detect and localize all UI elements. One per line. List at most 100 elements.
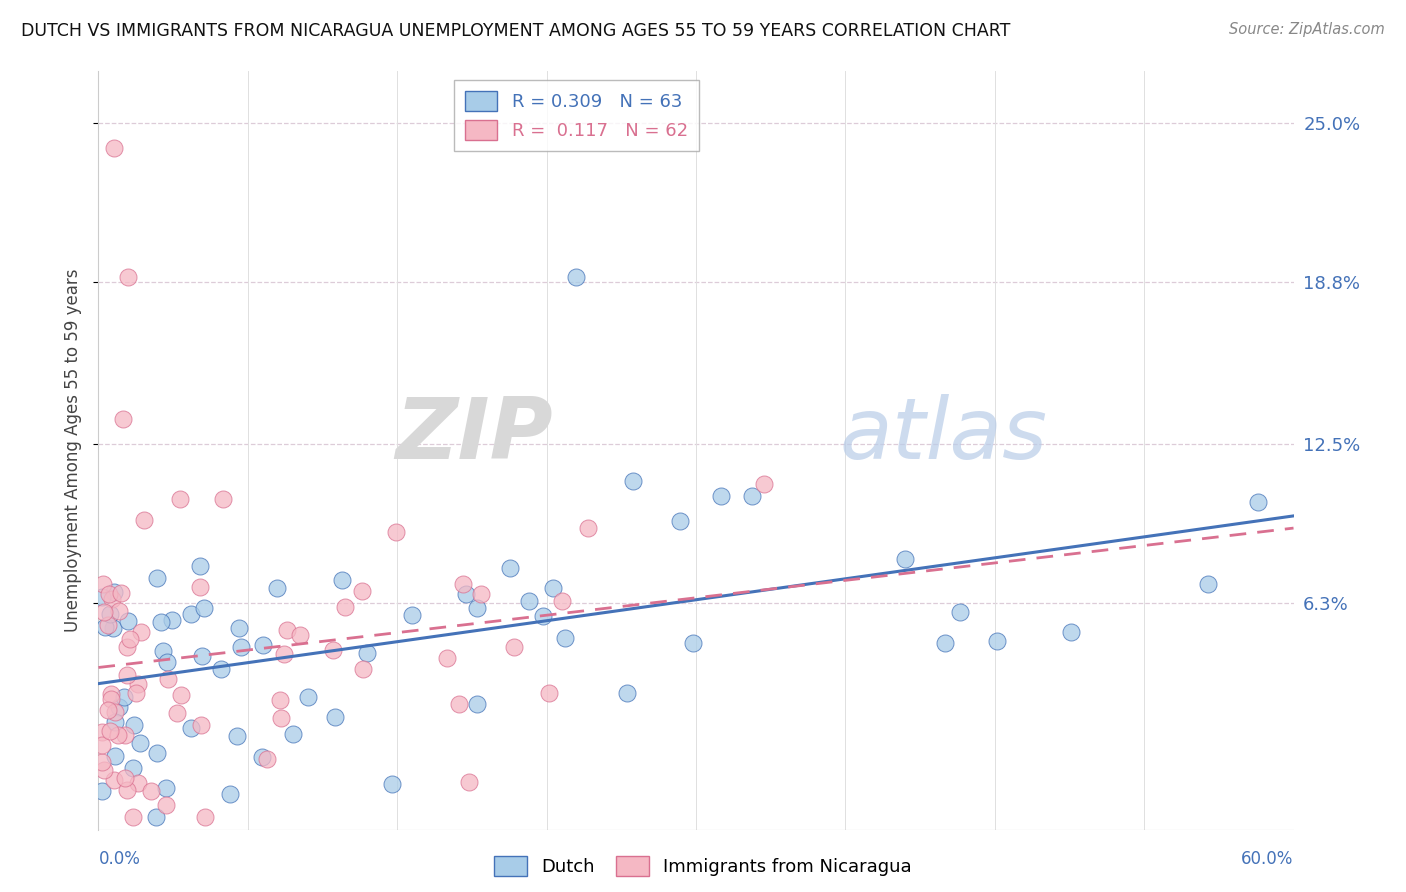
Point <box>117 614 139 628</box>
Point <box>94 620 117 634</box>
Point <box>145 747 167 761</box>
Point <box>180 607 202 621</box>
Point <box>108 604 131 618</box>
Point <box>467 600 489 615</box>
Point <box>288 628 311 642</box>
Point <box>541 581 564 595</box>
Point <box>91 724 114 739</box>
Point <box>97 702 120 716</box>
Point <box>170 688 193 702</box>
Point <box>934 636 956 650</box>
Point <box>467 697 489 711</box>
Point <box>128 736 150 750</box>
Legend: Dutch, Immigrants from Nicaragua: Dutch, Immigrants from Nicaragua <box>486 848 920 883</box>
Point <box>228 621 250 635</box>
Point <box>98 607 121 622</box>
Point <box>98 586 121 600</box>
Point <box>517 594 540 608</box>
Point <box>104 705 127 719</box>
Point <box>454 587 477 601</box>
Point <box>754 477 776 491</box>
Point <box>436 650 458 665</box>
Point <box>104 748 127 763</box>
Text: atlas: atlas <box>839 393 1047 477</box>
Point <box>122 718 145 732</box>
Text: 0.0%: 0.0% <box>98 850 141 868</box>
Point <box>115 640 138 655</box>
Point <box>194 810 217 824</box>
Point <box>91 738 114 752</box>
Point <box>103 585 125 599</box>
Point <box>108 700 131 714</box>
Point <box>155 798 177 813</box>
Point <box>111 412 134 426</box>
Point <box>741 490 763 504</box>
Point <box>115 668 138 682</box>
Point <box>114 728 136 742</box>
Point <box>127 776 149 790</box>
Point <box>270 711 292 725</box>
Point <box>1197 577 1219 591</box>
Point <box>381 777 404 791</box>
Point <box>669 514 692 528</box>
Point <box>98 723 121 738</box>
Point <box>503 640 526 655</box>
Point <box>616 686 638 700</box>
Point <box>91 784 114 798</box>
Point <box>323 710 346 724</box>
Text: 60.0%: 60.0% <box>1241 850 1294 868</box>
Point <box>117 270 139 285</box>
Point <box>104 714 127 729</box>
Point <box>457 775 479 789</box>
Point <box>180 722 202 736</box>
Point <box>193 600 215 615</box>
Point <box>157 672 180 686</box>
Point <box>554 632 576 646</box>
Point <box>166 706 188 720</box>
Point <box>97 618 120 632</box>
Point <box>91 755 114 769</box>
Point <box>103 772 125 787</box>
Point <box>352 661 374 675</box>
Point <box>93 763 115 777</box>
Point <box>110 586 132 600</box>
Point <box>352 583 374 598</box>
Point <box>127 677 149 691</box>
Point <box>122 761 145 775</box>
Point <box>269 693 291 707</box>
Point <box>949 606 972 620</box>
Point <box>1060 624 1083 639</box>
Point <box>333 599 356 614</box>
Point <box>146 571 169 585</box>
Point <box>273 648 295 662</box>
Point <box>1247 495 1270 509</box>
Point <box>118 632 141 646</box>
Point <box>531 609 554 624</box>
Point <box>330 573 353 587</box>
Point <box>103 620 125 634</box>
Point <box>103 141 125 155</box>
Point <box>231 640 253 654</box>
Point <box>211 491 233 506</box>
Point <box>191 648 214 663</box>
Legend: R = 0.309   N = 63, R =  0.117   N = 62: R = 0.309 N = 63, R = 0.117 N = 62 <box>454 80 699 151</box>
Y-axis label: Unemployment Among Ages 55 to 59 years: Unemployment Among Ages 55 to 59 years <box>65 268 83 632</box>
Text: DUTCH VS IMMIGRANTS FROM NICARAGUA UNEMPLOYMENT AMONG AGES 55 TO 59 YEARS CORREL: DUTCH VS IMMIGRANTS FROM NICARAGUA UNEMP… <box>21 22 1011 40</box>
Point <box>188 559 211 574</box>
Point <box>115 782 138 797</box>
Point <box>710 489 733 503</box>
Point <box>281 727 304 741</box>
Point <box>576 521 599 535</box>
Point <box>155 781 177 796</box>
Point <box>986 633 1008 648</box>
Point <box>209 662 232 676</box>
Point <box>266 582 288 596</box>
Point <box>125 685 148 699</box>
Point <box>145 810 167 824</box>
Point <box>256 752 278 766</box>
Point <box>100 687 122 701</box>
Point <box>156 656 179 670</box>
Point <box>152 644 174 658</box>
Point <box>190 580 212 594</box>
Text: ZIP: ZIP <box>395 393 553 477</box>
